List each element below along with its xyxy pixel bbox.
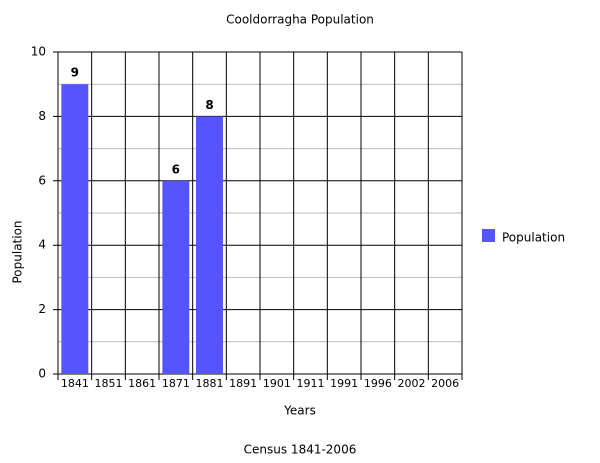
data-label: 8 xyxy=(205,98,213,112)
data-label: 9 xyxy=(71,66,79,80)
x-tick-label: 2002 xyxy=(398,377,426,390)
y-tick-label: 0 xyxy=(38,367,46,381)
x-tick-label: 1861 xyxy=(128,377,156,390)
x-tick-label: 1911 xyxy=(297,377,325,390)
bar xyxy=(162,180,190,374)
data-label: 6 xyxy=(172,162,180,176)
x-tick-label: 1881 xyxy=(196,377,224,390)
bar xyxy=(61,84,89,374)
bar xyxy=(196,116,223,375)
y-tick-label: 2 xyxy=(38,302,46,316)
x-tick-label: 1841 xyxy=(61,377,89,390)
x-tick-label: 1991 xyxy=(330,377,358,390)
x-tick-label: 1996 xyxy=(364,377,392,390)
y-axis-label: Population xyxy=(11,220,25,283)
chart-subtitle: Census 1841-2006 xyxy=(244,443,357,457)
x-tick-label: 1851 xyxy=(95,377,123,390)
legend-label: Population xyxy=(502,231,565,245)
y-tick-label: 6 xyxy=(38,173,46,187)
y-tick-label: 8 xyxy=(38,109,46,123)
y-tick-label: 10 xyxy=(31,45,46,59)
chart-title: Cooldorragha Population xyxy=(226,13,374,27)
x-tick-label: 2006 xyxy=(431,377,459,390)
legend-swatch xyxy=(482,229,495,242)
x-tick-label: 1891 xyxy=(229,377,257,390)
x-tick-label: 1901 xyxy=(263,377,291,390)
y-tick-label: 4 xyxy=(38,238,46,252)
x-axis-label: Years xyxy=(283,404,316,418)
x-tick-label: 1871 xyxy=(162,377,190,390)
